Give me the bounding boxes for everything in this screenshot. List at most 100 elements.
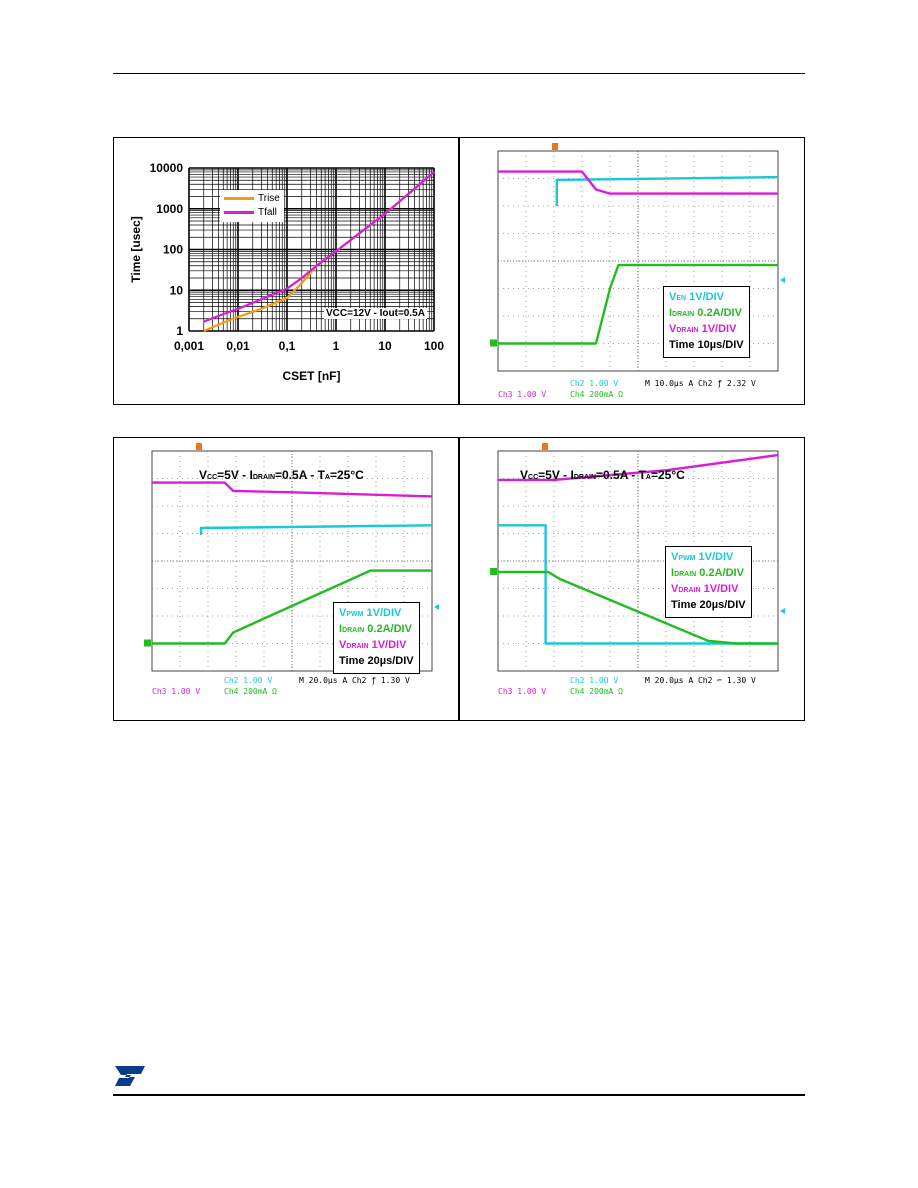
legend-log: Trise Tfall — [220, 190, 284, 222]
status-ch4: Ch4 200mA Ω — [224, 687, 277, 696]
y-tick-label: 1000 — [156, 202, 183, 216]
trigger-marker-icon — [552, 143, 558, 150]
cond-v: V — [520, 468, 529, 482]
legend-entry: VPWM 1V/DIV — [339, 606, 414, 622]
legend-entry: Time 20µs/DIV — [339, 654, 414, 670]
legend-rest: 1V/DIV — [700, 583, 739, 595]
legend-rest: 1V/DIV — [695, 551, 734, 563]
legend-rest: 1V/DIV — [686, 291, 724, 303]
status-ch3: Ch3 1.00 V — [498, 687, 547, 696]
cond-temp: =25°C — [650, 468, 685, 482]
trigger-marker-icon — [542, 443, 548, 450]
legend-entry-tfall: Tfall — [224, 206, 280, 220]
legend-entry: IDRAIN 0.2A/DIV — [669, 306, 744, 322]
legend-entry: IDRAIN 0.2A/DIV — [339, 622, 414, 638]
ground-marker-icon — [490, 568, 497, 575]
x-tick-label: 100 — [424, 339, 444, 353]
legend-rest: Time 20µs/DIV — [671, 599, 746, 611]
cond-i: =5V - I — [217, 468, 253, 482]
legend-rest: 1V/DIV — [368, 639, 407, 651]
scope-en-chart — [490, 143, 785, 372]
trigger-level-icon — [780, 277, 785, 283]
legend-scope-pwm-off: VPWM 1V/DIV IDRAIN 0.2A/DIV VDRAIN 1V/DIV T… — [665, 546, 752, 618]
trace-idrain — [152, 569, 432, 645]
legend-entry: Time 20µs/DIV — [671, 598, 746, 614]
legend-entry: VDRAIN 1V/DIV — [669, 322, 744, 338]
legend-sub: DRAIN — [676, 327, 699, 334]
st-logo-icon — [115, 1066, 145, 1086]
y-tick-label: 10000 — [150, 161, 184, 175]
conditions-title: VCC=5V - IDRAIN=0.5A - TA=25°C — [520, 468, 685, 482]
legend-main: I — [671, 567, 675, 579]
legend-sub: DRAIN — [342, 627, 365, 634]
legend-sub: DRAIN — [674, 571, 697, 578]
cond-t: =0.5A - T — [596, 468, 646, 482]
legend-entry: Time 10µs/DIV — [669, 338, 744, 354]
legend-scope-pwm-on: VPWM 1V/DIV IDRAIN 0.2A/DIV V DRAIN 1V/DIV T… — [333, 602, 420, 674]
legend-swatch-trise — [224, 196, 254, 200]
trigger-level-icon — [434, 604, 439, 610]
series-line-tfall — [203, 171, 435, 323]
legend-sub: DRAIN — [346, 643, 369, 650]
trace-idrain — [498, 570, 778, 645]
cond-sub-drain: DRAIN — [573, 474, 596, 481]
cond-i: =5V - I — [538, 468, 574, 482]
status-m: M 20.0µs A Ch2 ⌐ 1.30 V — [645, 676, 756, 685]
cond-sub-cc: CC — [207, 474, 218, 481]
x-tick-label: 1 — [333, 339, 340, 353]
legend-rest: 1V/DIV — [363, 607, 402, 619]
cond-sub-a: A — [324, 474, 330, 481]
y-tick-label: 100 — [163, 243, 183, 257]
legend-main: V — [671, 583, 679, 595]
trace-ven — [555, 175, 779, 206]
legend-main: V — [339, 607, 347, 619]
status-ch2: Ch2 1.00 V — [224, 676, 273, 685]
status-ch4: Ch4 200mA Ω — [570, 687, 623, 696]
legend-rest: Time 20µs/DIV — [339, 655, 414, 667]
x-axis-label: CSET [nF] — [283, 369, 341, 383]
legend-sub: DRAIN — [678, 587, 701, 594]
trace-vpwm — [498, 524, 778, 645]
legend-main: V — [669, 291, 677, 303]
panel-trise-tfall: 0,001 0,01 0,1 1 10 100 1 10 100 1000 10000 CSET [n… — [113, 137, 459, 405]
trace-vdrain — [152, 481, 433, 498]
trace-idrain — [498, 263, 778, 345]
footer-rule — [113, 1094, 805, 1096]
log-annotation: VCC=12V - Iout=0.5A — [324, 308, 427, 319]
legend-rest: Time 10µs/DIV — [669, 339, 744, 351]
y-tick-label: 1 — [176, 324, 183, 338]
status-ch3: Ch3 1.00 V — [498, 390, 547, 399]
y-axis-label: Time [usec] — [129, 216, 143, 282]
legend-main: I — [669, 307, 673, 319]
trace-vdrain — [498, 170, 778, 195]
cond-sub-drain: DRAIN — [252, 474, 275, 481]
header-rule — [113, 73, 805, 74]
ground-marker-icon — [490, 339, 497, 347]
x-tick-label: 0,1 — [279, 339, 296, 353]
legend-rest: 0.2A/DIV — [696, 567, 744, 579]
status-m: M 10.0µs A Ch2 ƒ 2.32 V — [645, 379, 756, 388]
trace-vpwm — [199, 524, 433, 535]
legend-entry: VDRAIN 1V/DIV — [671, 582, 746, 598]
status-m: M 20.0µs A Ch2 ƒ 1.30 V — [299, 676, 410, 685]
conditions-title: VCC=5V - IDRAIN=0.5A - TA=25°C — [199, 468, 364, 482]
status-ch4: Ch4 200mA Ω — [570, 390, 623, 399]
cond-temp: =25°C — [329, 468, 364, 482]
legend-rest: 0.2A/DIV — [694, 307, 742, 319]
legend-sub: PWM — [678, 555, 696, 562]
cond-sub-cc: CC — [528, 474, 539, 481]
legend-entry: VEN 1V/DIV — [669, 290, 744, 306]
x-tick-label: 0,01 — [226, 339, 250, 353]
ground-marker-icon — [144, 639, 151, 647]
cond-t: =0.5A - T — [275, 468, 325, 482]
legend-rest: 1V/DIV — [698, 323, 737, 335]
legend-main: I — [339, 623, 343, 635]
cond-v: V — [199, 468, 208, 482]
legend-swatch-tfall — [224, 210, 254, 214]
panel-scope-pwm-on: VCC=5V - IDRAIN=0.5A - TA=25°C VPWM 1V/D… — [113, 437, 459, 721]
panel-scope-en: VEN 1V/DIV IDRAIN 0.2A/DIV VDRAIN 1V/DIV Ti… — [459, 137, 805, 405]
legend-entry-trise: Trise — [224, 192, 280, 206]
x-tick-label: 10 — [378, 339, 392, 353]
legend-entry: VPWM 1V/DIV — [671, 550, 746, 566]
trace-vdrain — [498, 453, 779, 482]
